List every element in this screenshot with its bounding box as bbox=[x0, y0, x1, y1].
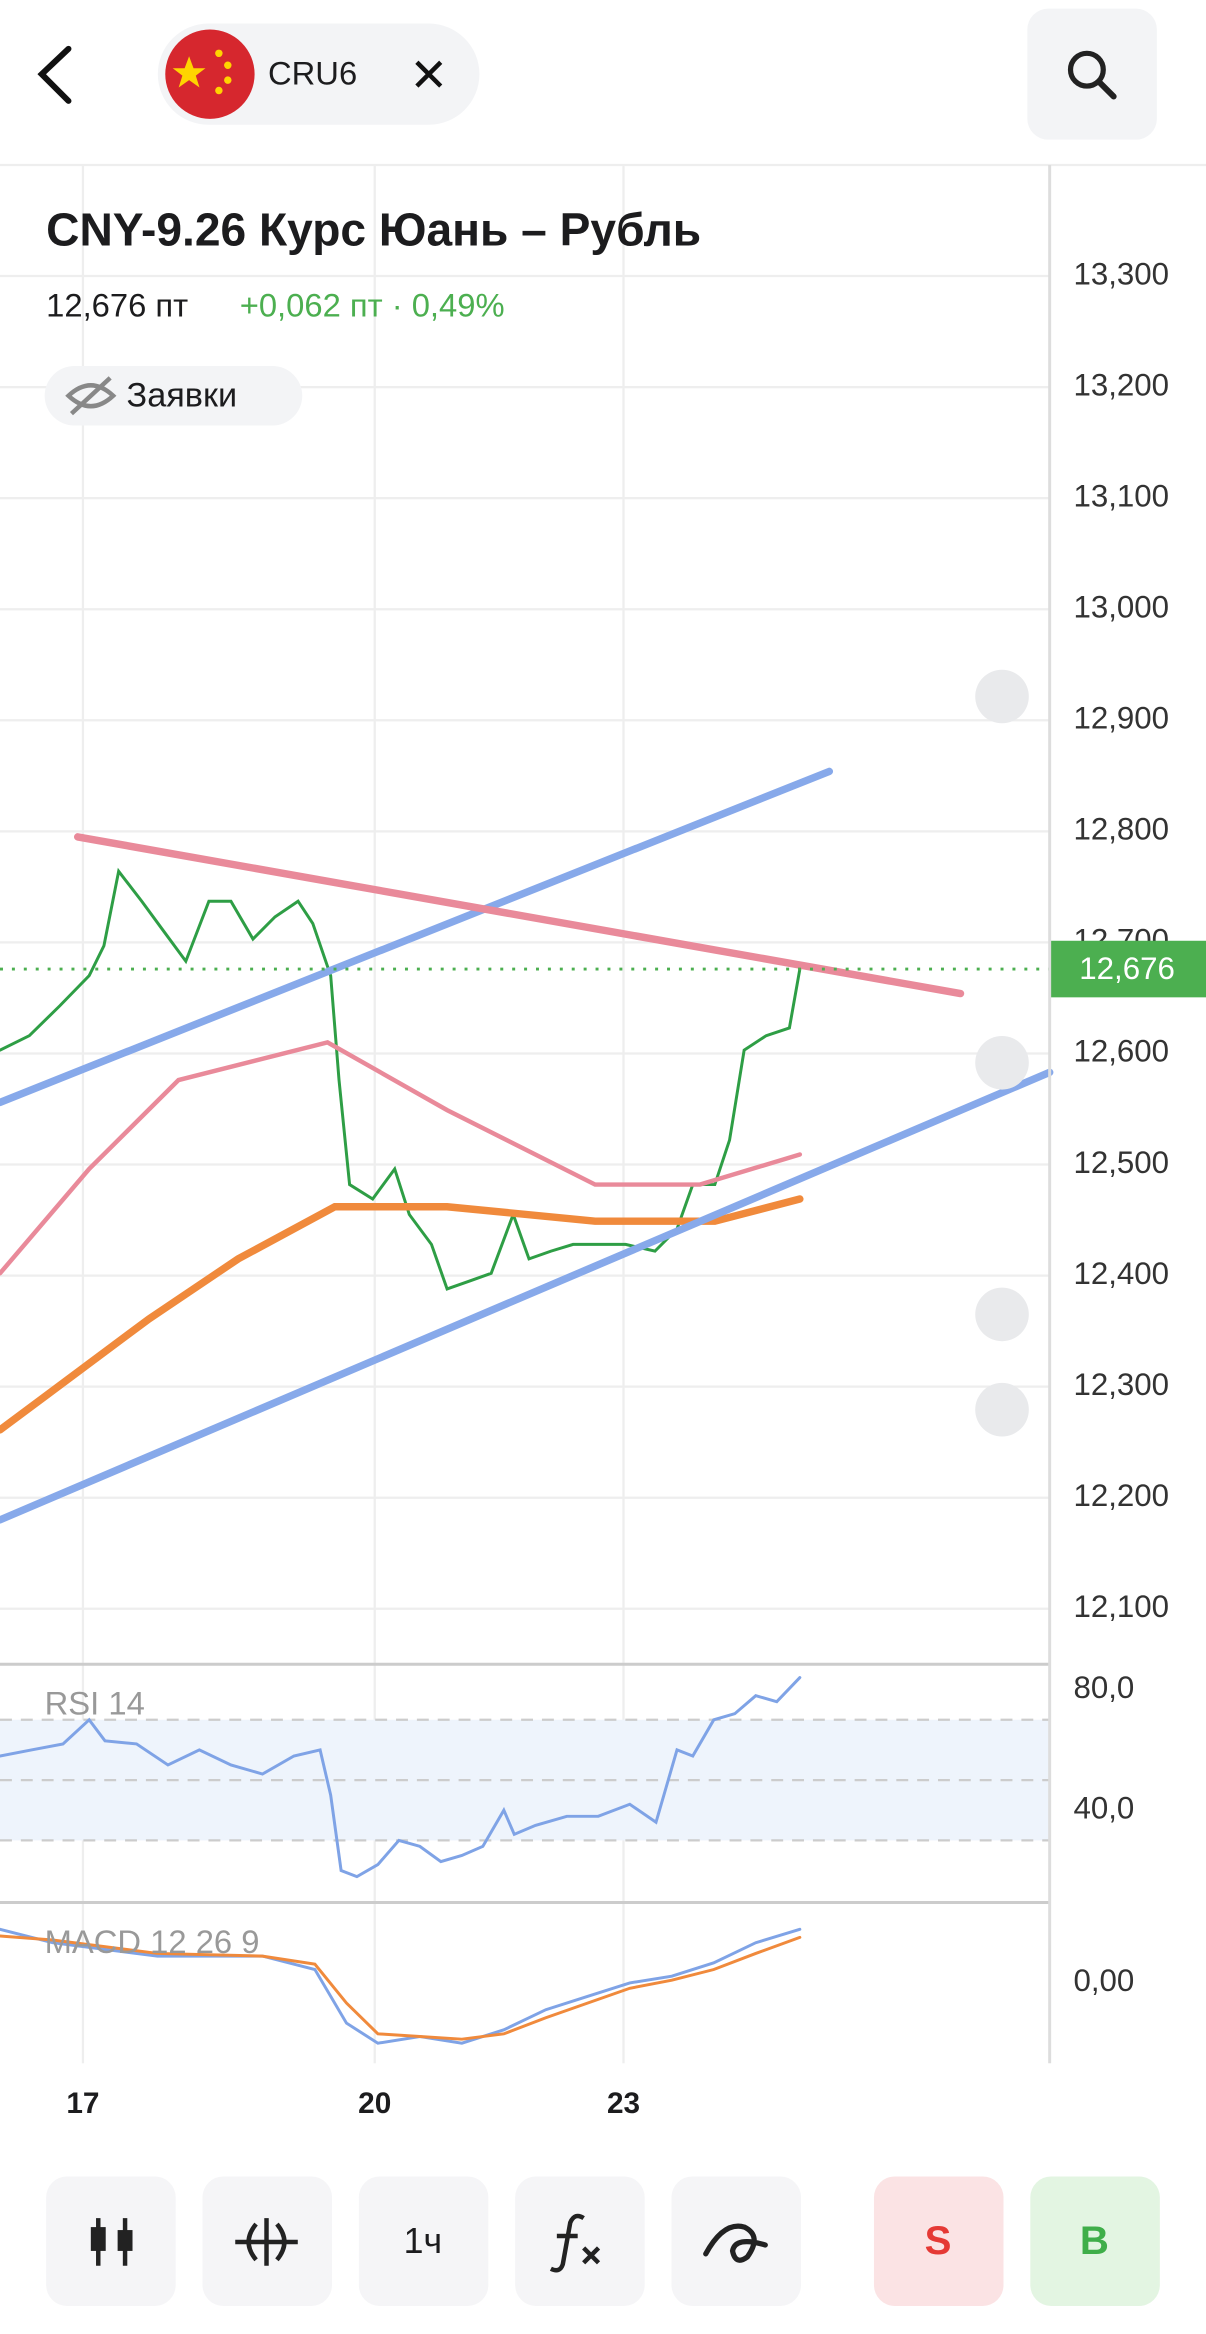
drawing-button[interactable] bbox=[671, 2176, 802, 2306]
drawing-icon bbox=[703, 2223, 768, 2263]
y-tick-label: 40,0 bbox=[1073, 1790, 1134, 1825]
series-line bbox=[0, 1934, 802, 2041]
price-change: +0,062 пт · 0,49% bbox=[240, 287, 505, 324]
search-button[interactable] bbox=[1027, 8, 1157, 140]
candles-icon bbox=[117, 2230, 133, 2251]
series-line bbox=[73, 833, 965, 998]
interval: 1ч bbox=[404, 2221, 442, 2261]
series-line bbox=[0, 1068, 1054, 1524]
y-tick-label: 12,100 bbox=[1073, 1589, 1169, 1624]
x-tick-label: 20 bbox=[358, 2087, 391, 2120]
y-tick-label: 12,200 bbox=[1073, 1478, 1169, 1513]
flag bbox=[165, 29, 255, 119]
ticker: CRU6 bbox=[268, 54, 357, 91]
y-tick-label: 13,300 bbox=[1073, 256, 1169, 291]
buy-button[interactable] bbox=[1030, 2176, 1160, 2306]
alert-bell[interactable] bbox=[975, 1287, 1029, 1342]
compare-icon bbox=[235, 2218, 298, 2266]
flag-star bbox=[215, 86, 223, 95]
sell-button[interactable] bbox=[873, 2176, 1004, 2306]
search-icon bbox=[1095, 78, 1117, 100]
last-price-label: 12,676 bbox=[1079, 951, 1175, 986]
flag-star bbox=[224, 76, 232, 84]
flag-star bbox=[215, 49, 223, 58]
alert-bell[interactable] bbox=[975, 1035, 1029, 1090]
toolbar: 1ч S B bbox=[46, 2176, 1160, 2306]
alert-bell[interactable] bbox=[975, 1382, 1029, 1437]
y-tick-label: 80,0 bbox=[1073, 1670, 1134, 1705]
indicators-icon bbox=[549, 2213, 601, 2273]
flag-star bbox=[172, 56, 206, 88]
y-tick-label: 12,800 bbox=[1073, 812, 1169, 847]
series-line bbox=[0, 1039, 803, 1276]
instrument-title: CNY-9.26 Курс Юань – Рубль bbox=[46, 204, 701, 256]
series-line bbox=[0, 867, 802, 1291]
series-line bbox=[0, 1676, 802, 1879]
y-tick-label: 13,200 bbox=[1073, 367, 1169, 402]
alerts bbox=[975, 669, 1029, 1437]
last-price-box bbox=[1049, 940, 1206, 998]
alert-bell[interactable] bbox=[975, 669, 1029, 724]
series-line bbox=[0, 767, 834, 1107]
chart-type-button[interactable] bbox=[46, 2176, 176, 2306]
eye-off-icon bbox=[69, 376, 112, 416]
search-icon bbox=[1067, 50, 1106, 89]
y-tick-label: 0,00 bbox=[1073, 1963, 1134, 1998]
y-tick-label: 12,500 bbox=[1073, 1145, 1169, 1180]
orders-label: Заявки bbox=[127, 376, 238, 414]
y-tick-label: 12,900 bbox=[1073, 701, 1169, 736]
y-tick-label: 13,000 bbox=[1073, 589, 1169, 624]
price: 12,676 пт bbox=[46, 287, 188, 324]
indicator-title: MACD 12 26 9 bbox=[45, 1923, 260, 1960]
x-tick-label: 17 bbox=[66, 2087, 99, 2120]
flag-star bbox=[224, 61, 232, 69]
y-tick-label: 12,400 bbox=[1073, 1256, 1169, 1291]
y-tick-label: 13,100 bbox=[1073, 478, 1169, 513]
sell: S bbox=[925, 2218, 952, 2263]
buy: B bbox=[1080, 2218, 1109, 2263]
candles-icon bbox=[90, 2227, 106, 2251]
indicators-button[interactable] bbox=[515, 2176, 645, 2306]
y-tick-label: 12,600 bbox=[1073, 1034, 1169, 1069]
interval-button[interactable] bbox=[358, 2176, 489, 2306]
x-tick-label: 23 bbox=[607, 2087, 640, 2120]
close-ticker[interactable] bbox=[415, 60, 443, 88]
back-button[interactable] bbox=[37, 45, 72, 104]
indicator-title: RSI 14 bbox=[45, 1685, 145, 1722]
y-tick-label: 12,300 bbox=[1073, 1367, 1169, 1402]
